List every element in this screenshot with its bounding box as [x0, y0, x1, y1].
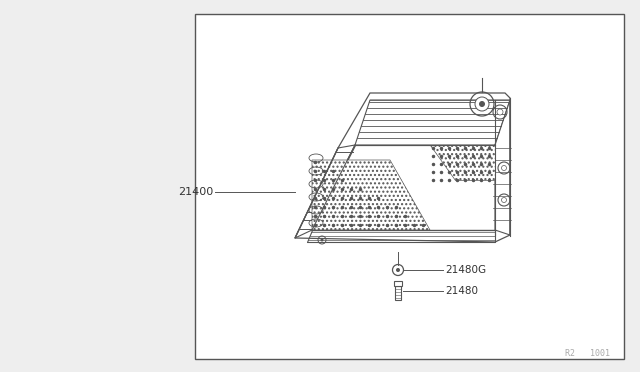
- Polygon shape: [295, 145, 355, 238]
- Circle shape: [502, 198, 506, 202]
- Circle shape: [479, 101, 485, 107]
- Text: 21480G: 21480G: [445, 265, 486, 275]
- Polygon shape: [312, 160, 430, 230]
- Polygon shape: [312, 145, 495, 230]
- Polygon shape: [495, 100, 510, 235]
- Circle shape: [475, 97, 489, 111]
- Polygon shape: [430, 145, 495, 180]
- Circle shape: [497, 109, 503, 115]
- Text: 21400: 21400: [178, 187, 213, 197]
- Circle shape: [502, 166, 506, 170]
- Circle shape: [396, 268, 400, 272]
- FancyBboxPatch shape: [394, 281, 402, 286]
- Circle shape: [321, 238, 323, 241]
- Text: 21480: 21480: [445, 286, 478, 296]
- Text: R2   1001: R2 1001: [565, 349, 610, 358]
- FancyBboxPatch shape: [395, 286, 401, 300]
- Polygon shape: [355, 100, 510, 145]
- Polygon shape: [307, 230, 495, 242]
- Bar: [195, 14, 624, 359]
